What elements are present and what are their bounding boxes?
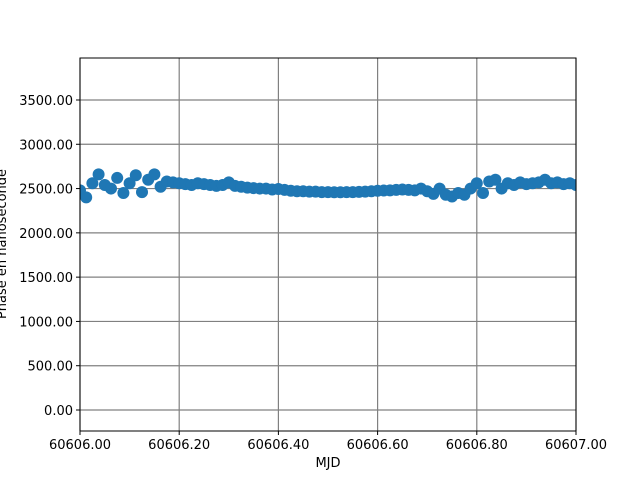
y-tick-label: 500.00 — [28, 360, 74, 375]
point — [570, 179, 576, 192]
x-tick-label: 60606.20 — [148, 438, 210, 453]
y-tick-label: 1500.00 — [19, 271, 73, 286]
x-tick-label: 60607.00 — [545, 438, 607, 453]
point — [111, 171, 124, 184]
x-tick-label: 60606.80 — [446, 438, 508, 453]
x-tick-label: 60606.60 — [347, 438, 409, 453]
y-tick-label: 2500.00 — [19, 183, 73, 198]
y-tick-label: 0.00 — [44, 404, 73, 419]
point — [477, 186, 489, 199]
y-tick-label: 1000.00 — [19, 315, 73, 330]
point — [148, 168, 161, 181]
point — [129, 169, 142, 182]
point — [86, 177, 99, 190]
point — [105, 182, 117, 195]
y-tick-label: 2000.00 — [19, 227, 73, 242]
point — [92, 168, 105, 181]
points — [80, 168, 576, 204]
plot-frame — [79, 57, 577, 432]
x-axis-label: MJD — [315, 456, 340, 471]
x-tick-label: 60606.40 — [247, 438, 309, 453]
y-tick-label: 3000.00 — [19, 138, 73, 153]
point — [80, 191, 93, 204]
y-tick-label: 3500.00 — [19, 94, 73, 109]
point — [470, 177, 483, 190]
y-axis-label: Phase en nanoseconde — [0, 169, 10, 319]
point — [117, 186, 130, 199]
x-tick-label: 60606.00 — [49, 438, 111, 453]
point — [489, 173, 502, 186]
point — [136, 186, 148, 199]
